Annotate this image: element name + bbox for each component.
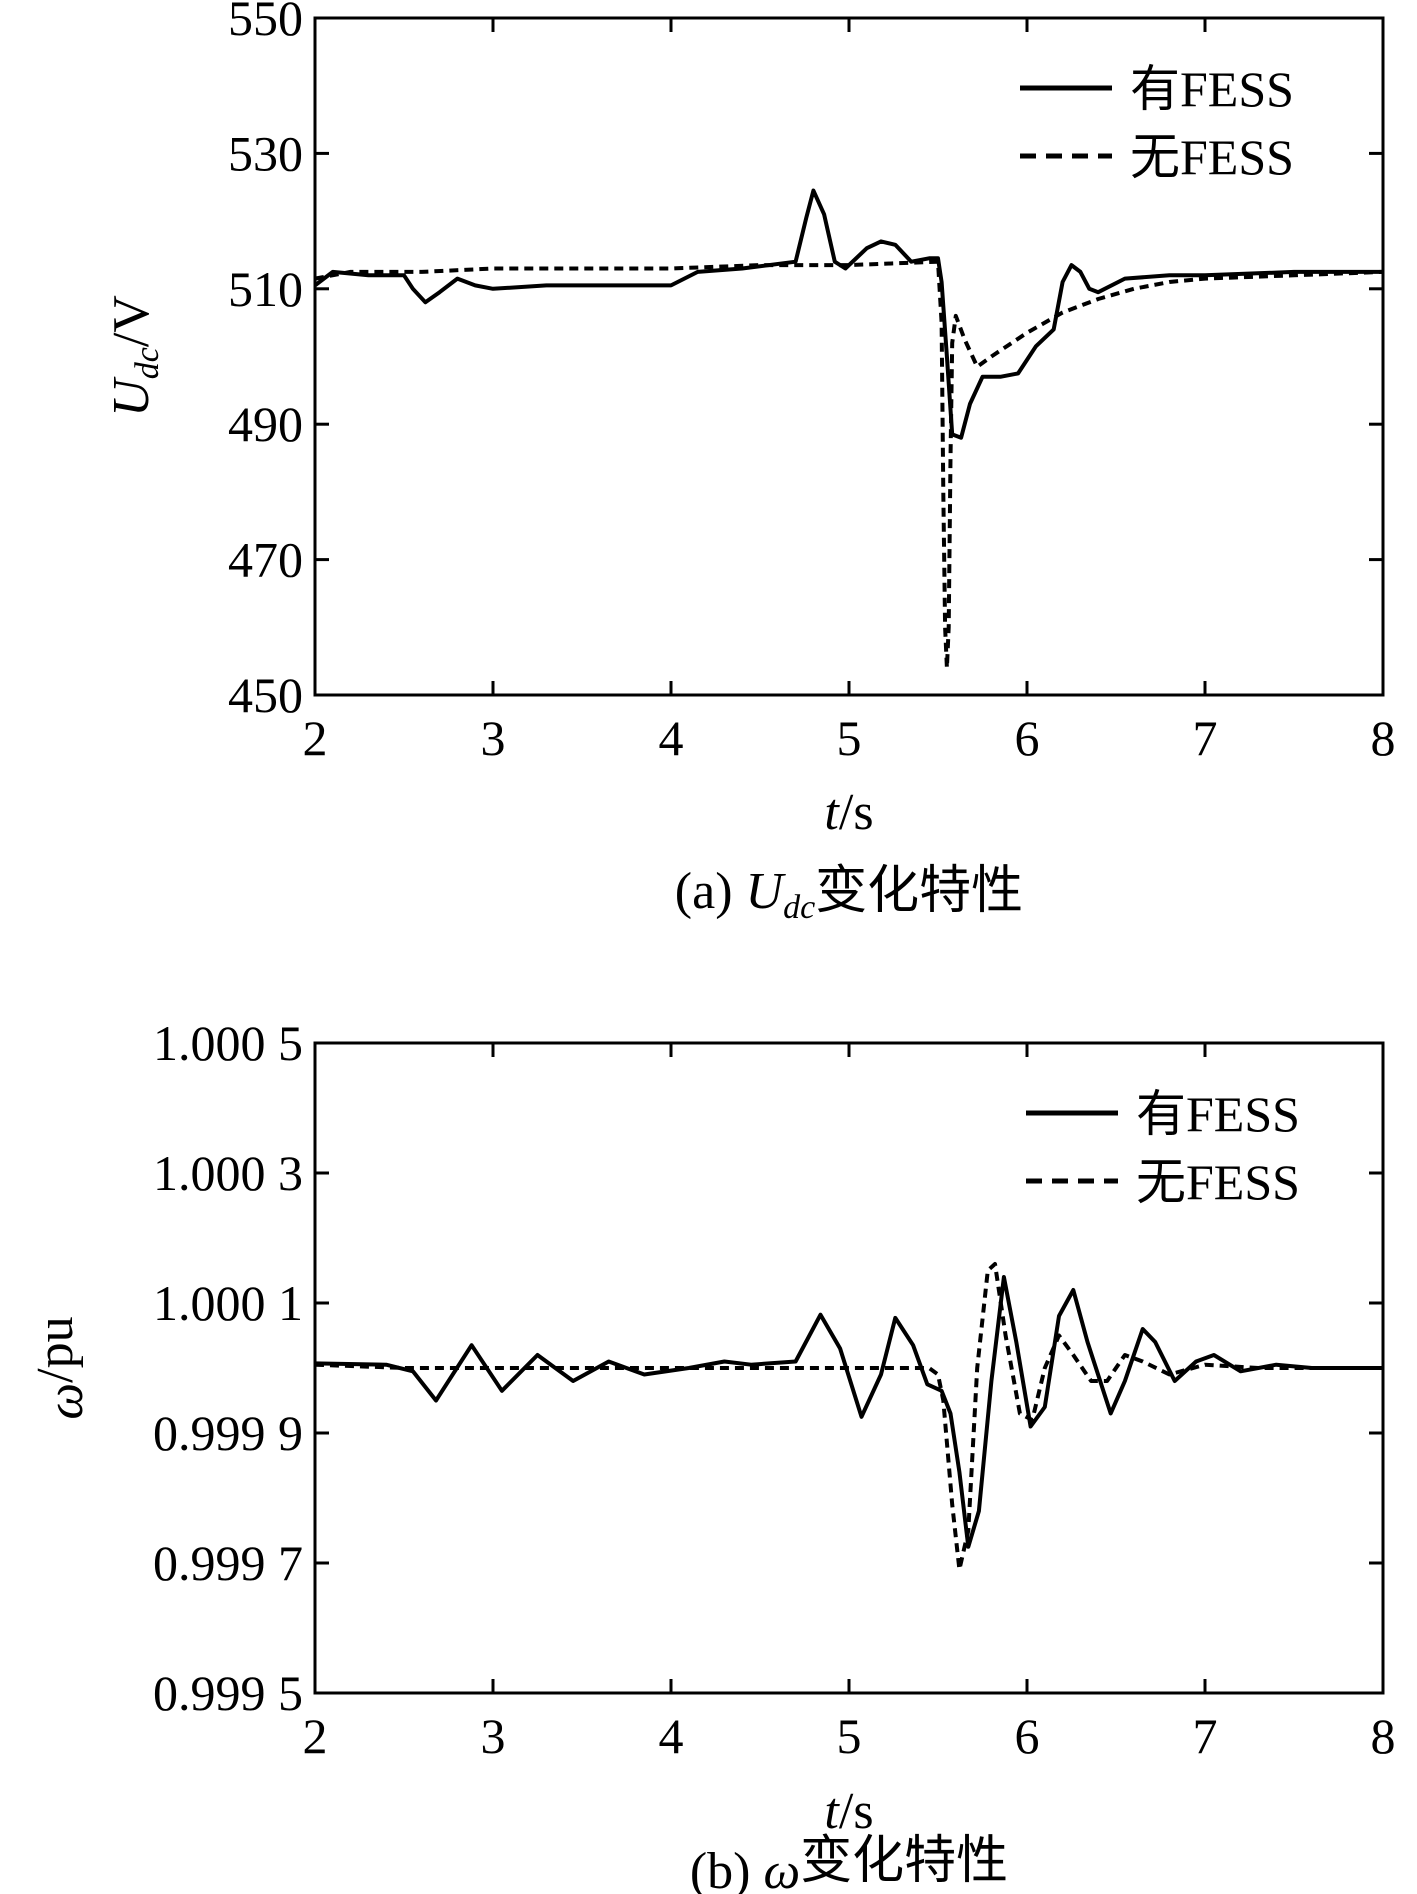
x-axis-label-a: t/s [824,784,873,841]
axis-ticks-b: 2 3 4 5 6 7 8 0.999 5 0.999 7 0.999 9 1.000 1 1.000… [153,1015,1396,1764]
y-tick-label: 510 [228,261,303,317]
x-tick-label: 3 [481,710,506,766]
y-tick-label: 550 [228,0,303,46]
caption-b: (b) ω变化特性 [690,1831,1008,1894]
x-tick-label: 3 [481,1708,506,1764]
axis-ticks-a: 2 3 4 5 6 7 8 450 470 490 510 530 550 [228,0,1396,766]
x-tick-label: 2 [303,1708,328,1764]
series-line-without-fess [314,1262,1383,1572]
series-line-without-fess [314,259,1384,670]
y-axis-label-b: ω/pu [27,1316,94,1419]
series-group-b [314,1262,1383,1572]
series-line-with-fess [313,188,1383,440]
y-tick-label: 0.999 5 [153,1665,303,1721]
x-tick-label: 7 [1193,1708,1218,1764]
plot-frame-a [313,16,1385,697]
x-tick-label: 6 [1015,1708,1040,1764]
y-tick-label: 490 [228,396,303,452]
y-axis-label-a: Udc/V [103,295,166,417]
x-tick-label: 4 [659,1708,684,1764]
y-tick-label: 450 [228,667,303,723]
legend-label: 无FESS [1130,128,1294,186]
y-tick-label: 0.999 7 [153,1535,303,1591]
y-tick-label: 0.999 9 [153,1405,303,1461]
y-tick-label: 530 [228,125,303,181]
y-tick-label: 1.000 5 [153,1015,303,1071]
chart-panel-b: 2 3 4 5 6 7 8 0.999 5 0.999 7 0.999 9 1.000 1 1.000… [27,1015,1396,1894]
series-line-with-fess [314,1275,1383,1549]
caption-a: (a) Udc变化特性 [675,861,1023,926]
series-group-a [313,188,1384,670]
x-tick-label: 6 [1015,710,1040,766]
legend-label: 有FESS [1130,60,1294,118]
x-axis-label-b: t/s [824,1783,873,1840]
x-tick-label: 4 [659,710,684,766]
x-tick-label: 7 [1193,710,1218,766]
legend-label: 有FESS [1136,1085,1300,1143]
x-tick-label: 2 [303,710,328,766]
chart-panel-a: 2 3 4 5 6 7 8 450 470 490 510 530 550 有FESS 无FESS Udc… [103,0,1396,926]
legend-label: 无FESS [1136,1153,1300,1211]
legend-a: 有FESS 无FESS [1020,60,1294,186]
x-tick-label: 8 [1371,710,1396,766]
x-tick-label: 5 [837,710,862,766]
legend-b: 有FESS 无FESS [1026,1085,1300,1211]
x-tick-label: 8 [1371,1708,1396,1764]
x-tick-label: 5 [837,1708,862,1764]
y-tick-label: 1.000 1 [153,1275,303,1331]
y-tick-label: 1.000 3 [153,1145,303,1201]
y-tick-label: 470 [228,532,303,588]
